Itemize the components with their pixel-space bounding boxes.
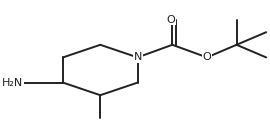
Text: H₂N: H₂N: [2, 78, 23, 88]
Text: N: N: [133, 52, 142, 62]
Text: O: O: [202, 52, 211, 62]
Text: O: O: [166, 15, 175, 25]
